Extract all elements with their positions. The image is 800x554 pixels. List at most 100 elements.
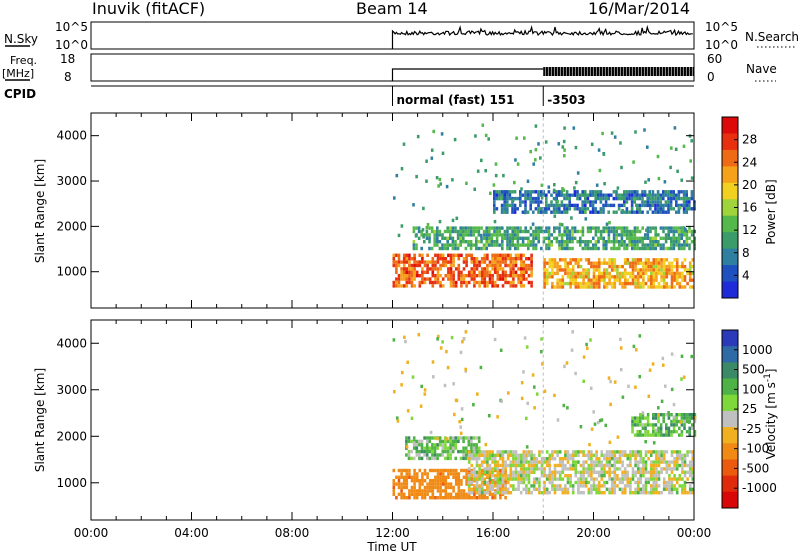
heat-cell xyxy=(688,264,692,269)
heat-cell xyxy=(514,226,517,230)
heat-cell xyxy=(496,415,499,419)
heat-cell xyxy=(644,467,648,471)
heat-cell xyxy=(428,485,432,490)
heat-cell xyxy=(454,482,458,486)
heat-cell xyxy=(572,126,576,130)
heat-cell xyxy=(558,285,562,289)
heat-cell xyxy=(556,199,559,204)
heat-cell xyxy=(649,460,653,464)
heat-cell xyxy=(532,233,535,237)
heat-cell xyxy=(410,274,414,278)
heat-cell xyxy=(499,468,502,473)
heat-cell xyxy=(625,236,629,240)
heat-cell xyxy=(473,474,476,478)
heat-cell xyxy=(499,274,502,278)
heat-cell xyxy=(657,477,661,481)
heat-cell xyxy=(491,253,494,257)
heat-cell xyxy=(675,196,678,201)
heat-cell xyxy=(668,474,671,478)
heat-cell xyxy=(483,470,487,474)
heat-cell xyxy=(642,261,645,265)
heat-cell xyxy=(451,449,455,454)
heat-cell xyxy=(397,492,401,496)
heat-cell xyxy=(569,484,572,488)
heat-cell xyxy=(405,439,408,444)
heat-cell xyxy=(571,258,575,262)
heat-cell xyxy=(643,200,647,204)
heat-cell xyxy=(441,151,445,155)
heat-cell xyxy=(480,453,484,457)
heat-cell xyxy=(610,453,614,457)
heat-cell xyxy=(584,467,588,471)
heat-cell xyxy=(667,411,670,415)
heat-cell xyxy=(556,484,559,488)
heat-cell xyxy=(608,221,611,225)
heat-cell xyxy=(587,275,591,279)
heat-cell xyxy=(454,280,458,285)
heat-cell xyxy=(483,457,487,461)
heat-cell xyxy=(540,226,543,230)
heat-cell xyxy=(652,430,655,434)
power-colorbar-swatch xyxy=(722,248,738,266)
heat-cell xyxy=(568,196,571,201)
heat-cell xyxy=(618,271,622,276)
heat-cell xyxy=(432,375,435,379)
heat-cell xyxy=(434,468,437,473)
heat-cell xyxy=(564,491,567,495)
heat-cell xyxy=(591,200,595,204)
heat-cell xyxy=(493,267,497,271)
heat-cell xyxy=(673,460,676,464)
heat-cell xyxy=(631,470,635,474)
heat-cell xyxy=(636,467,640,471)
heat-cell xyxy=(618,246,621,251)
heat-cell xyxy=(644,440,647,444)
heat-cell xyxy=(677,236,681,240)
heat-cell xyxy=(673,258,676,262)
heat-cell xyxy=(665,484,669,488)
heat-cell xyxy=(535,477,539,481)
heat-cell xyxy=(438,233,442,237)
heat-cell xyxy=(599,210,603,214)
heat-cell xyxy=(418,492,422,496)
heat-cell xyxy=(664,384,667,388)
heat-cell xyxy=(644,470,648,474)
heat-cell xyxy=(405,284,409,288)
heat-cell xyxy=(586,243,590,247)
heat-cell xyxy=(514,233,517,237)
heat-cell xyxy=(590,457,593,461)
heat-cell xyxy=(538,460,541,464)
heat-cell xyxy=(491,267,494,271)
heat-cell xyxy=(678,264,682,269)
heat-cell xyxy=(595,463,598,468)
heat-cell xyxy=(675,240,678,244)
heat-cell xyxy=(521,240,525,244)
heat-cell xyxy=(532,200,535,204)
heat-cell xyxy=(479,365,483,370)
heat-cell xyxy=(534,229,538,234)
heat-cell xyxy=(519,196,522,201)
heat-cell xyxy=(652,433,655,437)
heat-cell xyxy=(592,410,595,414)
heat-cell xyxy=(440,132,444,136)
heat-cell xyxy=(423,277,427,281)
heat-cell xyxy=(595,264,598,269)
heat-cell xyxy=(428,246,431,251)
heat-cell xyxy=(493,467,497,471)
heat-cell xyxy=(407,453,411,457)
heat-cell xyxy=(636,487,640,491)
heat-cell xyxy=(522,474,526,478)
heat-cell xyxy=(423,492,427,496)
heat-cell xyxy=(506,477,510,481)
heat-cell xyxy=(659,246,663,251)
heat-cell xyxy=(667,190,670,194)
heat-cell xyxy=(649,423,652,427)
heat-cell xyxy=(626,278,630,282)
heat-cell xyxy=(581,203,584,208)
heat-cell xyxy=(649,463,653,468)
heat-cell xyxy=(613,135,617,139)
heat-cell xyxy=(462,267,466,271)
heat-cell xyxy=(633,197,636,202)
heat-cell xyxy=(395,280,398,285)
heat-cell xyxy=(652,487,656,491)
heat-cell xyxy=(576,229,579,234)
